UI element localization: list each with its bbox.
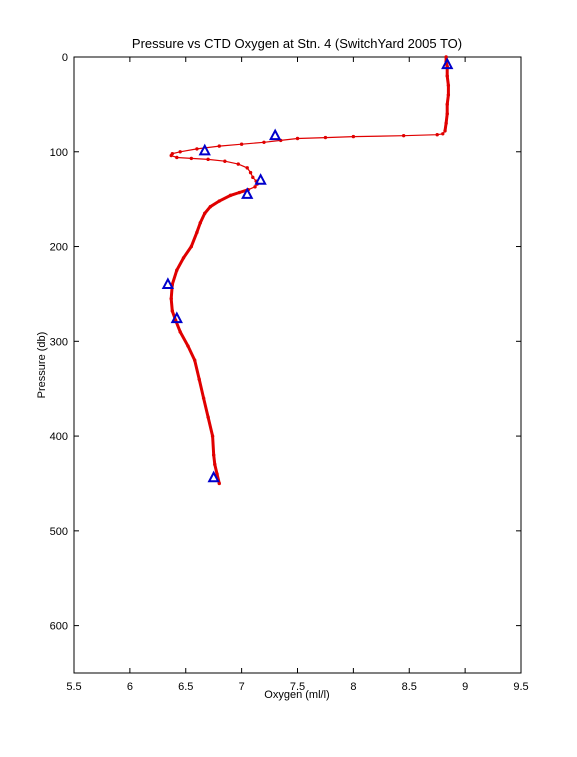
oxygen-data-point [435,133,439,137]
x-tick-label: 6.5 [178,681,193,693]
x-tick-label: 9 [462,681,468,693]
bottle-sample-marker [207,470,220,483]
oxygen-data-point [323,135,328,140]
y-tick-label: 300 [50,336,68,348]
oxygen-data-point [169,153,173,158]
y-tick-label: 100 [50,147,68,159]
oxygen-data-point [351,134,356,139]
oxygen-data-point [217,144,221,148]
oxygen-data-point [206,157,210,162]
x-tick-label: 5.5 [66,681,81,693]
oxygen-data-point [248,170,253,175]
oxygen-data-point [189,156,194,161]
axes-frame [73,56,522,674]
bottle-sample-marker [170,311,183,324]
x-axis-ticks: 5.5 6 6.5 7 7.5 8 8.5 9 9.5 [66,57,529,693]
bottle-sample-marker [198,143,211,156]
y-tick-label: 200 [50,242,68,254]
oxygen-data-point [239,142,244,146]
oxygen-data-point [251,175,255,180]
y-tick-label: 0 [62,52,68,64]
oxygen-profile-dense-lower [169,188,249,484]
oxygen-data-point [401,133,406,138]
oxygen-data-point [262,140,266,144]
oxygen-data-point [175,155,179,160]
oxygen-profile-series [169,55,451,486]
y-tick-label: 500 [50,526,68,538]
bottle-sample-marker [268,128,282,141]
oxygen-data-point [178,150,182,154]
oxygen-data-point [253,185,257,189]
y-tick-label: 400 [50,431,68,443]
oxygen-data-point [295,136,300,141]
bottle-sample-marker [254,173,267,185]
oxygen-data-point [195,147,199,151]
oxygen-data-point [245,166,249,170]
x-tick-label: 9.5 [513,681,528,693]
x-tick-label: 8.5 [402,681,417,693]
bottle-sample-marker [241,187,254,199]
chart-title: Pressure vs CTD Oxygen at Stn. 4 (Switch… [132,36,462,51]
bottle-sample-marker [441,57,454,70]
oxygen-data-point [441,132,445,136]
oxygen-data-point [236,162,240,166]
plot-area [73,56,522,674]
oxygen-profile-dense-upper [443,57,450,132]
y-axis-ticks: 0 100 200 300 400 500 600 [50,52,521,633]
oxygen-profile-line [170,57,449,484]
bottle-sample-marker [161,277,175,289]
oxygen-data-point [223,159,227,163]
bottle-sample-series [161,57,454,483]
x-tick-label: 7.5 [290,681,305,693]
y-tick-label: 600 [50,621,68,633]
x-axis-label: Oxygen (ml/l) [264,689,329,701]
x-tick-label: 6 [127,681,133,693]
x-tick-label: 7 [239,681,245,693]
x-tick-label: 8 [350,681,356,693]
y-axis-label: Pressure (db) [36,332,48,399]
